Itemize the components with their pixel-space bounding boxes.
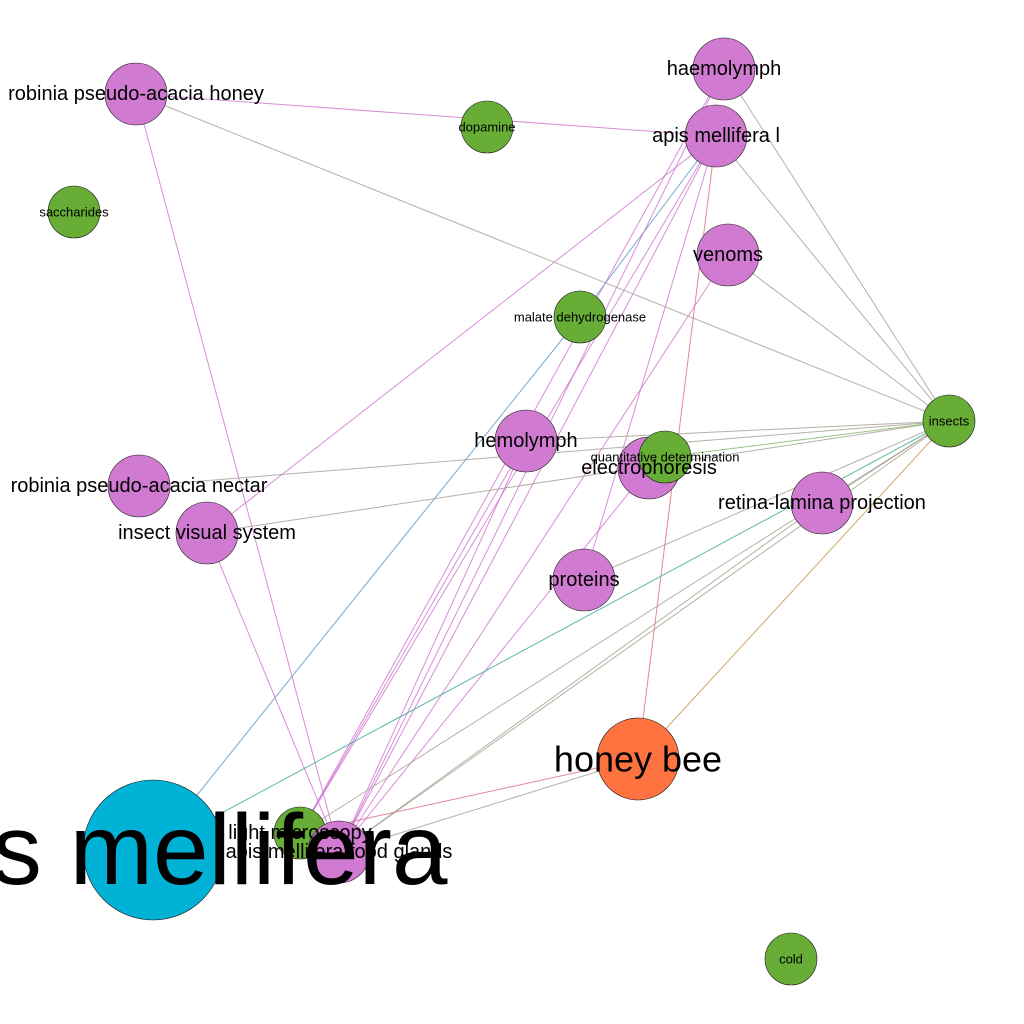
- node-label-electrophoresis: electrophoresis: [581, 457, 717, 479]
- node-label-hemolymph: hemolymph: [474, 430, 577, 452]
- node-haemolymph[interactable]: [692, 37, 756, 101]
- edge-honeybee-foodglands: [338, 758, 639, 853]
- edge-apis_l-insects: [715, 135, 950, 422]
- edge-electrophoresis-foodglands: [338, 467, 650, 853]
- node-label-venoms: venoms: [693, 244, 763, 266]
- label-layer: apis mellifera robinia pseudo-acacia hone…: [0, 58, 970, 967]
- node-saccharides[interactable]: [47, 185, 101, 239]
- node-hemolymph[interactable]: [494, 409, 558, 473]
- edge-apis_l-proteins: [583, 135, 717, 581]
- edge-quant-insects: [664, 420, 950, 458]
- node-quant[interactable]: [638, 430, 692, 484]
- edge-malate-apis: [152, 316, 581, 851]
- node-label-quant: quantitative determination: [591, 450, 740, 465]
- node-label-haemolymph: haemolymph: [667, 58, 782, 80]
- edge-honeybee-lightmicro: [299, 758, 639, 834]
- edge-apis_l-lightmicro: [299, 135, 717, 834]
- node-label-apis_l: apis mellifera l: [652, 125, 780, 147]
- node-apis_l[interactable]: [684, 104, 748, 168]
- node-label-robinia_honey: robinia pseudo-acacia honey: [8, 83, 264, 105]
- node-honeybee[interactable]: [596, 717, 680, 801]
- edge-retina-foodglands: [338, 502, 823, 853]
- node-robinia_nectar[interactable]: [107, 454, 171, 518]
- node-label-apis: apis mellifera: [0, 794, 448, 906]
- edge-insects-honeybee: [637, 420, 950, 760]
- edge-haemolymph-insects: [723, 68, 950, 422]
- edge-robinia_honey-apis_l: [135, 93, 717, 137]
- node-apis[interactable]: [82, 779, 224, 921]
- edge-visual-foodglands: [206, 532, 340, 853]
- node-insects[interactable]: [922, 394, 976, 448]
- node-dopamine[interactable]: [460, 100, 514, 154]
- edge-robinia_honey-insects: [135, 93, 950, 422]
- node-retina[interactable]: [790, 471, 854, 535]
- edge-venoms-insects: [727, 254, 950, 422]
- edge-hemolymph-lightmicro: [299, 440, 527, 834]
- node-label-saccharides: saccharides: [39, 205, 109, 220]
- edge-apis_l-visual: [206, 135, 717, 534]
- edge-hemolymph-insects: [525, 420, 950, 442]
- edge-apis_l-foodglands: [338, 135, 717, 853]
- node-label-insects: insects: [929, 414, 970, 429]
- node-layer: [47, 37, 976, 986]
- node-label-retina: retina-lamina projection: [718, 492, 926, 514]
- edge-proteins-insects: [583, 420, 950, 581]
- node-label-robinia_nectar: robinia pseudo-acacia nectar: [11, 475, 268, 497]
- node-label-visual: insect visual system: [118, 522, 296, 544]
- edge-visual-insects: [206, 420, 950, 534]
- node-label-malate: malate dehydrogenase: [514, 310, 646, 325]
- node-venoms[interactable]: [696, 223, 760, 287]
- node-robinia_honey[interactable]: [104, 62, 168, 126]
- node-label-foodglands: apis mellifera food glands: [226, 841, 453, 863]
- node-label-honeybee: honey bee: [554, 739, 722, 780]
- node-visual[interactable]: [175, 501, 239, 565]
- edge-hemolymph-foodglands: [338, 440, 527, 853]
- node-foodglands[interactable]: [307, 820, 371, 884]
- node-label-cold: cold: [779, 952, 803, 967]
- edge-robinia_honey-foodglands: [135, 93, 340, 853]
- node-malate[interactable]: [553, 290, 607, 344]
- node-label-lightmicro: light microscopy: [228, 822, 371, 844]
- node-cold[interactable]: [764, 932, 818, 986]
- node-label-dopamine: dopamine: [458, 120, 515, 135]
- edge-venoms-foodglands: [338, 254, 729, 853]
- node-label-proteins: proteins: [548, 569, 619, 591]
- node-proteins[interactable]: [552, 548, 616, 612]
